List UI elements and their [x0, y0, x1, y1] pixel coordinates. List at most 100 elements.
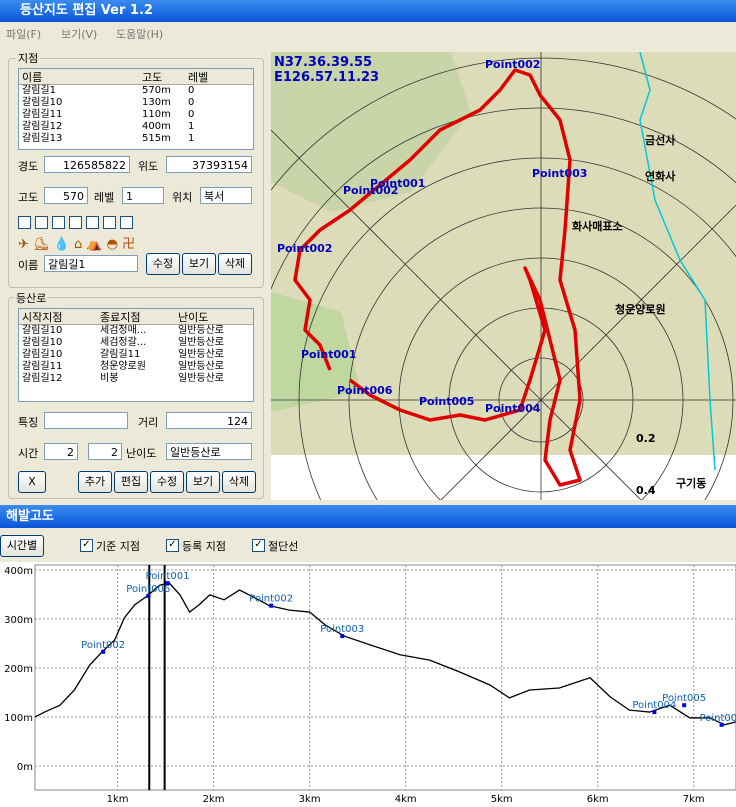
checkbox-label: 등록 지점 — [182, 540, 226, 553]
dist-field[interactable]: 124 — [166, 412, 252, 429]
menu-item[interactable]: 보기(V) — [61, 28, 98, 41]
list-cell: 세검정갈... — [100, 337, 147, 348]
point-label: Point001 — [146, 571, 190, 582]
x-tick-label: 5km — [491, 794, 513, 805]
button[interactable]: 수정 — [146, 253, 180, 275]
checkbox[interactable]: ✓ — [80, 539, 93, 552]
point-marker — [652, 710, 657, 715]
list-cell: 일반등산로 — [178, 349, 224, 360]
list-cell: 갈림길10 — [22, 97, 63, 108]
point-label: Point005 — [662, 693, 706, 704]
plot-frame — [34, 564, 736, 791]
button[interactable]: 수정 — [150, 471, 184, 493]
checkbox[interactable] — [120, 216, 133, 229]
list-cell: 일반등산로 — [178, 325, 224, 336]
button[interactable]: 보기 — [182, 253, 216, 275]
pos-select[interactable]: 북서 — [200, 187, 252, 204]
checkbox[interactable] — [69, 216, 82, 229]
map-point-label[interactable]: Point002 — [277, 242, 333, 255]
list-cell: 갈림길11 — [22, 109, 63, 120]
map-point-label[interactable]: Point001 — [301, 348, 357, 361]
checkbox[interactable] — [18, 216, 31, 229]
map[interactable] — [271, 52, 736, 500]
points-list[interactable]: 이름 고도 레벨 갈림길1 570m 0 갈림길10 130m 0 갈림길11 110m 0 갈림길12… — [18, 68, 254, 150]
time-field[interactable]: 2 — [44, 443, 78, 460]
map-point-label[interactable]: Point003 — [532, 167, 588, 180]
map-point-label[interactable]: Point005 — [419, 395, 475, 408]
column-header: 시작지점 — [22, 311, 63, 324]
label: 특징 — [18, 416, 39, 429]
lon-field[interactable]: 126585822 — [44, 156, 130, 173]
label: 거리 — [138, 416, 159, 429]
list-cell: 갈림길10 — [22, 337, 63, 348]
alt-field[interactable]: 570 — [44, 187, 88, 204]
lat-field[interactable]: 37393154 — [166, 156, 252, 173]
button[interactable]: 삭제 — [218, 253, 252, 275]
list-cell: 갈림길10 — [22, 325, 63, 336]
y-tick-label: 100m — [4, 713, 33, 724]
feature-select[interactable] — [44, 412, 128, 429]
map-point-label[interactable]: Point001 — [370, 177, 426, 190]
list-cell: 갈림길1 — [22, 85, 56, 96]
list-header — [19, 69, 253, 85]
button[interactable]: 추가 — [78, 471, 112, 493]
elevation-chart: 0m 100m 200m 300m 400m 1km 2km 3km 4km 5km 6km 7km P… — [0, 562, 736, 807]
label: 이름 — [18, 259, 39, 272]
column-header: 이름 — [22, 71, 43, 84]
checkbox[interactable] — [52, 216, 65, 229]
x-tick-label: 6km — [587, 794, 609, 805]
level-select[interactable]: 1 — [122, 187, 164, 204]
checkbox[interactable]: ✓ — [252, 539, 265, 552]
map-blank — [271, 455, 736, 500]
list-cell: 1 — [188, 133, 195, 144]
checkbox[interactable] — [86, 216, 99, 229]
list-cell: 0 — [188, 97, 195, 108]
checkbox-label: 절단선 — [268, 540, 299, 553]
list-cell: 400m — [142, 121, 171, 132]
time-field[interactable]: 2 — [88, 443, 122, 460]
icon-row: ✈ ⛸ 💧 ⌂ ⛺ ◓ 卍 — [18, 237, 136, 252]
trails-group — [8, 297, 264, 499]
menu-item[interactable]: 파일(F) — [6, 28, 42, 41]
button[interactable]: 보기 — [186, 471, 220, 493]
diff-select[interactable]: 일반등산로 — [166, 443, 252, 460]
button[interactable]: 삭제 — [222, 471, 256, 493]
label: 시간 — [18, 447, 39, 460]
trails-list[interactable]: 시작지점 종료지점 난이도 갈림길10 세검정매... 일반등산로 갈림길10 세검정갈...… — [18, 308, 254, 402]
x-tick-label: 7km — [683, 794, 705, 805]
icon-checkboxes — [18, 216, 138, 229]
label: 위도 — [138, 160, 159, 173]
menu-bar: 파일(F) 보기(V) 도움말(H) — [0, 22, 736, 42]
button[interactable]: 편집 — [114, 471, 148, 493]
map-point-label[interactable]: Point002 — [343, 184, 399, 197]
checkbox[interactable]: ✓ — [166, 539, 179, 552]
point-label: Point006 — [700, 713, 736, 724]
menu-item[interactable]: 도움말(H) — [116, 28, 164, 41]
label: 레벨 — [94, 191, 115, 204]
list-cell: 갈림길10 — [22, 349, 63, 360]
list-cell: 갈림길11 — [100, 349, 141, 360]
list-cell: 570m — [142, 85, 171, 96]
terrain — [271, 52, 471, 212]
map-place-label: 금선사 — [645, 134, 676, 147]
map-place-label: 청운양로원 — [615, 303, 666, 316]
name-field[interactable]: 갈림길1 — [44, 255, 138, 272]
coord: E126.57.11.23 — [274, 70, 380, 85]
map-point-label[interactable]: Point006 — [337, 384, 393, 397]
time-button[interactable]: 시간별 — [0, 535, 44, 557]
point-marker — [101, 649, 106, 654]
map-point-label[interactable]: Point004 — [485, 402, 541, 415]
map-point-label[interactable]: Point002 — [485, 58, 541, 71]
checkbox[interactable] — [35, 216, 48, 229]
list-cell: 청운양로원 — [100, 361, 146, 372]
title-bar: 등산지도 편집 Ver 1.2 — [0, 0, 736, 22]
list-cell: 갈림길11 — [22, 361, 63, 372]
elevation-title-bar: 해발고도 — [0, 505, 736, 528]
column-header: 난이도 — [178, 311, 209, 324]
checkbox[interactable] — [103, 216, 116, 229]
list-cell: 130m — [142, 97, 171, 108]
button[interactable]: X — [18, 471, 46, 493]
elevation-line — [34, 582, 736, 726]
points-group — [8, 58, 264, 288]
